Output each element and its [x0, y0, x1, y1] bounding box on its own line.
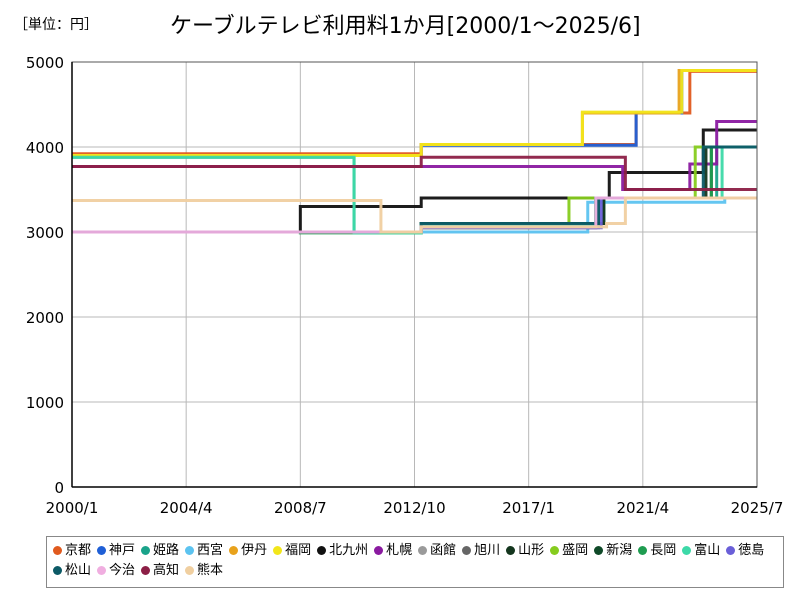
- y-tick-label-0: 0: [54, 479, 64, 497]
- legend-label: 神戸: [109, 543, 136, 558]
- legend-label: 京都: [65, 543, 92, 558]
- legend-marker-icon: [594, 546, 604, 555]
- legend-marker-icon: [53, 566, 62, 575]
- legend-item: 山形: [506, 541, 544, 561]
- legend: 京都 神戸 姫路 西宮 伊丹 福岡 北九州 札幌 函館 旭川 山形 盛岡 新潟 長岡 富山 徳島松山 今治 高知 熊…: [46, 536, 784, 588]
- legend-label: 伊丹: [241, 543, 268, 558]
- legend-label: 徳島: [738, 543, 765, 558]
- legend-marker-icon: [141, 566, 151, 575]
- legend-item: 西宮: [185, 541, 223, 561]
- legend-item: 徳島: [726, 541, 764, 561]
- series-line-5: [72, 69, 757, 157]
- series-line-19: [72, 196, 757, 234]
- legend-item: 姫路: [141, 541, 179, 561]
- legend-marker-icon: [229, 546, 239, 555]
- legend-marker-icon: [726, 546, 736, 555]
- unit-label: ［単位：円］: [14, 17, 98, 33]
- series-line-7: [72, 120, 757, 191]
- legend-marker-icon: [141, 546, 151, 555]
- y-tick-label-3000: 3000: [26, 224, 64, 242]
- legend-item: 京都: [53, 541, 91, 561]
- legend-marker-icon: [53, 546, 62, 555]
- legend-marker-icon: [418, 546, 428, 555]
- legend-item: 松山: [53, 561, 91, 581]
- series-line-18: [72, 155, 757, 191]
- legend-label: 今治: [109, 563, 136, 578]
- legend-label: 熊本: [197, 563, 224, 578]
- x-tick-label-3: 2012/10: [383, 499, 445, 517]
- legend-item: 熊本: [185, 561, 223, 581]
- legend-marker-icon: [97, 546, 107, 555]
- x-tick-label-4: 2017/1: [502, 499, 555, 517]
- legend-marker-icon: [185, 566, 195, 575]
- legend-item: 長岡: [638, 541, 676, 561]
- legend-marker-icon: [462, 546, 472, 555]
- legend-label: 富山: [694, 543, 721, 558]
- x-tick-label-0: 2000/1: [46, 499, 99, 517]
- legend-marker-icon: [682, 546, 692, 555]
- legend-label: 姫路: [153, 543, 180, 558]
- legend-label: 札幌: [386, 543, 413, 558]
- legend-item: 富山: [682, 541, 720, 561]
- legend-marker-icon: [273, 546, 283, 555]
- legend-label: 山形: [518, 543, 545, 558]
- legend-item: 札幌: [374, 541, 412, 561]
- y-tick-label-1000: 1000: [26, 394, 64, 412]
- x-tick-label-6: 2025/7: [731, 499, 784, 517]
- legend-label: 西宮: [197, 543, 224, 558]
- legend-marker-icon: [374, 546, 384, 555]
- legend-item: 伊丹: [229, 541, 267, 561]
- x-tick-label-2: 2008/7: [274, 499, 327, 517]
- legend-item: 旭川: [462, 541, 500, 561]
- legend-marker-icon: [185, 546, 195, 555]
- y-tick-label-5000: 5000: [26, 54, 64, 72]
- legend-item: 今治: [97, 561, 135, 581]
- legend-label: 高知: [153, 563, 180, 578]
- legend-label: 松山: [65, 563, 92, 578]
- legend-marker-icon: [97, 566, 107, 575]
- legend-item: 神戸: [97, 541, 135, 561]
- legend-item: 北九州: [317, 541, 368, 561]
- legend-marker-icon: [550, 546, 560, 555]
- legend-item: 函館: [418, 541, 456, 561]
- chart-title: ケーブルテレビ利用料1か月[2000/1～2025/6]: [170, 14, 641, 39]
- legend-label: 北九州: [329, 543, 369, 558]
- x-tick-label-5: 2021/4: [616, 499, 669, 517]
- legend-marker-icon: [638, 546, 648, 555]
- legend-marker-icon: [506, 546, 516, 555]
- legend-item: 新潟: [594, 541, 632, 561]
- legend-label: 旭川: [474, 543, 501, 558]
- x-tick-label-1: 2004/4: [160, 499, 213, 517]
- legend-item: 高知: [141, 561, 179, 581]
- legend-label: 函館: [430, 543, 457, 558]
- legend-label: 盛岡: [562, 543, 589, 558]
- legend-item: 福岡: [273, 541, 311, 561]
- legend-label: 長岡: [650, 543, 677, 558]
- legend-label: 新潟: [606, 543, 633, 558]
- legend-item: 盛岡: [550, 541, 588, 561]
- series-line-14: [72, 145, 757, 235]
- legend-marker-icon: [317, 546, 327, 555]
- y-tick-label-2000: 2000: [26, 309, 64, 327]
- legend-label: 福岡: [285, 543, 312, 558]
- y-tick-label-4000: 4000: [26, 139, 64, 157]
